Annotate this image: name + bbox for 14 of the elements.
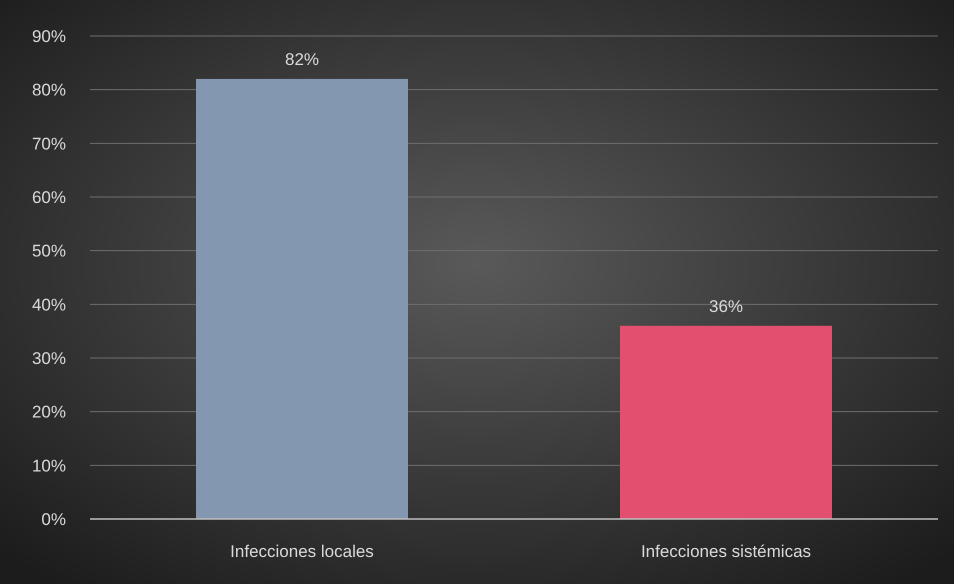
y-tick-label: 10% (32, 456, 66, 476)
x-tick-label: Infecciones locales (230, 542, 374, 561)
y-tick-label: 30% (32, 348, 66, 368)
y-tick-label: 0% (41, 510, 66, 529)
y-tick-label: 60% (32, 188, 66, 207)
y-tick-label: 80% (32, 80, 66, 100)
y-tick-label: 90% (32, 26, 66, 46)
y-tick-label: 50% (32, 242, 66, 261)
data-label: 82% (284, 50, 320, 69)
y-tick-label: 40% (32, 295, 66, 314)
x-tick-label: Infecciones sistémicas (640, 542, 812, 561)
y-tick-label: 70% (32, 134, 66, 154)
data-label: 36% (708, 296, 744, 316)
y-tick-label: 20% (32, 402, 66, 422)
